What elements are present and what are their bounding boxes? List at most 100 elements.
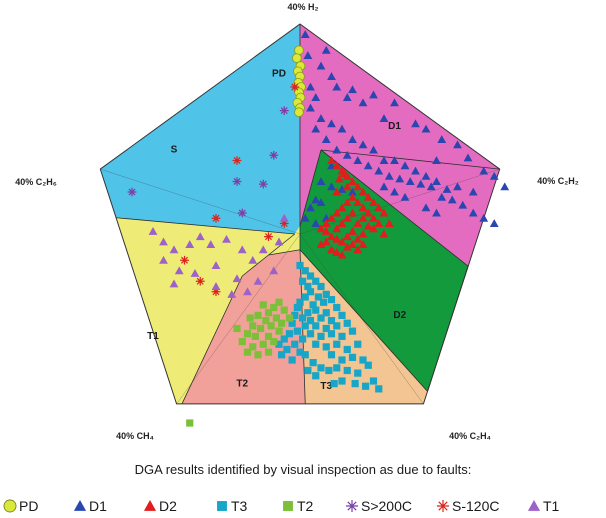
data-point [272,314,280,322]
data-point [174,266,184,275]
zone-boundary-line [116,217,295,235]
data-point [353,182,363,191]
data-point [259,340,267,348]
zone-label-s: S [171,145,178,156]
data-point [304,282,312,291]
data-point [458,200,468,209]
data-point [379,229,389,238]
data-point [332,247,342,256]
data-point [322,309,330,317]
legend-item: T1 [527,498,560,514]
data-point [267,322,275,330]
data-point [306,317,315,325]
series-s-200c [127,106,289,218]
data-point [479,166,489,175]
data-point [294,45,304,56]
legend-marker [217,501,227,511]
data-point [390,187,399,196]
data-point [421,124,431,133]
data-point [375,385,383,393]
data-point [312,322,320,330]
data-point [309,359,317,367]
zone-boundary-line [320,149,500,170]
data-point [259,301,267,309]
data-point [296,348,304,356]
data-point [338,377,346,385]
axis-line [100,168,301,235]
data-point [314,293,322,301]
zone-label-t1: T1 [147,331,159,342]
data-point [249,322,257,330]
zone-t1 [116,217,300,405]
data-point [353,234,363,243]
data-point [374,203,384,212]
data-point [292,53,302,63]
data-point [363,221,373,230]
data-point [264,232,273,242]
series-t2 [186,298,294,427]
data-point [333,340,341,348]
data-point [379,114,389,123]
data-point [343,366,351,375]
data-point [246,314,254,322]
zone-d1 [300,24,500,267]
data-point [317,314,325,322]
data-point [322,343,330,351]
data-point [342,242,352,251]
data-point [233,324,241,333]
data-point [447,195,457,204]
data-point [333,303,341,312]
data-point [384,171,394,180]
data-point [411,166,420,175]
data-point [348,327,357,335]
data-point [348,226,357,235]
data-point [317,364,325,372]
series-t1 [148,213,289,298]
data-point [321,219,331,228]
legend-item: D2 [143,498,177,514]
data-point [285,330,294,338]
legend-marker [73,499,87,511]
zone-t2 [181,249,306,405]
data-point [299,335,307,343]
data-point [317,332,325,340]
data-point [358,98,368,107]
data-point [374,166,384,175]
data-point [337,250,347,259]
data-point [316,114,326,123]
data-point [343,345,351,354]
data-point [316,61,326,70]
data-point [299,314,307,322]
data-point [300,213,310,222]
data-point [327,317,336,325]
data-point [379,156,389,165]
data-point [437,135,447,144]
legend-item: PD [3,498,38,514]
data-point [237,245,247,254]
data-point [306,103,315,112]
data-point [312,277,320,285]
data-point [353,156,363,165]
data-point [327,351,336,359]
data-point [363,192,373,201]
data-point [358,203,368,212]
data-point [232,177,242,186]
data-point [279,106,289,116]
data-point [186,419,194,427]
data-point [333,364,341,372]
data-point [195,232,205,241]
data-point [306,288,315,296]
data-point [348,208,357,217]
vertex-label-ch4: 40% CH₄ [116,431,154,441]
data-point [270,303,278,312]
data-point [369,224,378,233]
data-point [327,156,336,165]
data-point [312,340,320,348]
data-point [159,237,168,246]
vertex-label-h2: 40% H₂ [287,2,318,12]
data-point [293,303,301,312]
vertex-labels: 40% H₂ 40% C₂H₂ 40% C₂H₄ 40% CH₄ 40% C₂H₆ [15,2,579,441]
legend-item: T2 [283,498,314,514]
data-point [279,219,289,228]
legend-marker [527,499,541,511]
